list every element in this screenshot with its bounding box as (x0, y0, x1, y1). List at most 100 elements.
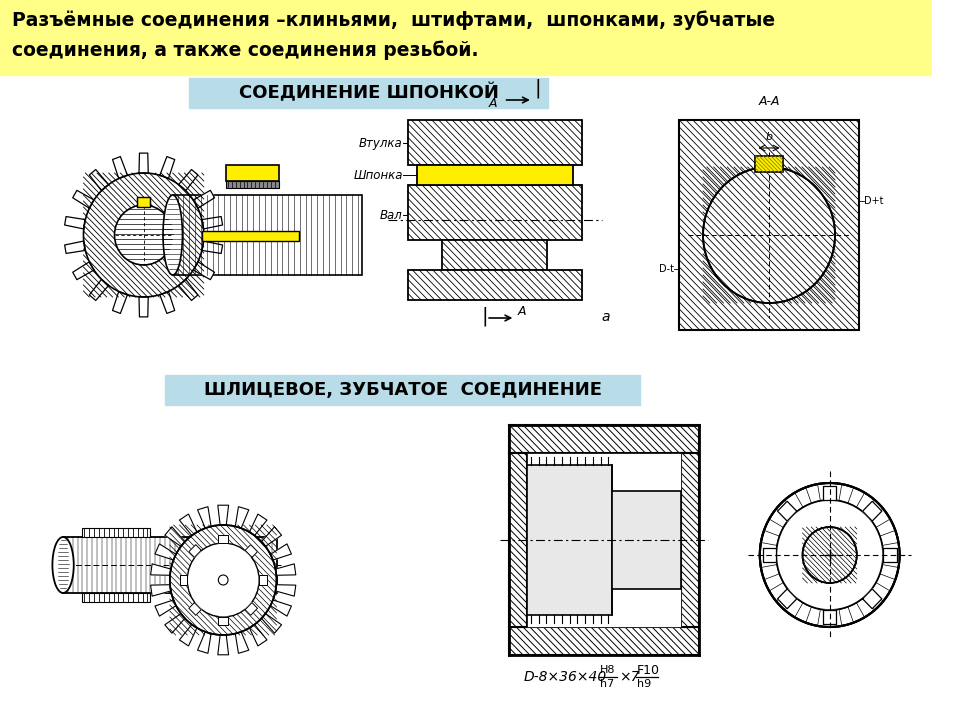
Text: ШЛИЦЕВОЕ, ЗУБЧАТОЕ  СОЕДИНЕНИЕ: ШЛИЦЕВОЕ, ЗУБЧАТОЕ СОЕДИНЕНИЕ (204, 381, 602, 399)
Polygon shape (64, 217, 85, 229)
Bar (682, 453, 699, 627)
Polygon shape (202, 217, 223, 229)
Polygon shape (863, 589, 882, 608)
Bar (680, 120, 859, 330)
Circle shape (759, 483, 900, 627)
Bar (443, 240, 547, 270)
Bar (510, 425, 699, 453)
Polygon shape (159, 292, 175, 313)
Polygon shape (235, 632, 249, 653)
Bar (408, 120, 582, 165)
Text: b: b (765, 132, 773, 142)
Text: h9: h9 (636, 679, 651, 689)
Polygon shape (218, 535, 228, 543)
Circle shape (218, 575, 228, 585)
Polygon shape (883, 548, 897, 562)
Text: Шпонка: Шпонка (353, 168, 402, 181)
Bar (83, 528, 151, 537)
Polygon shape (89, 279, 108, 300)
Polygon shape (198, 507, 211, 528)
Circle shape (170, 525, 276, 635)
Bar (165, 375, 640, 405)
Polygon shape (863, 501, 882, 521)
Polygon shape (271, 600, 292, 616)
Text: ×7: ×7 (619, 670, 639, 684)
Polygon shape (778, 501, 797, 521)
Polygon shape (250, 514, 267, 536)
Polygon shape (193, 190, 214, 208)
Circle shape (703, 167, 835, 303)
Polygon shape (250, 624, 267, 646)
Bar (137, 197, 151, 207)
Text: Втулка: Втулка (359, 137, 402, 150)
Polygon shape (73, 262, 94, 279)
Polygon shape (189, 544, 202, 557)
Polygon shape (64, 241, 85, 253)
Bar (83, 593, 151, 602)
Polygon shape (823, 486, 836, 500)
Polygon shape (778, 589, 797, 608)
Text: СОЕДИНЕНИЕ ШПОНКОЙ: СОЕДИНЕНИЕ ШПОНКОЙ (239, 84, 498, 103)
Polygon shape (276, 564, 296, 575)
Bar (408, 270, 582, 300)
Polygon shape (198, 632, 211, 653)
Polygon shape (112, 156, 128, 179)
Polygon shape (89, 169, 108, 191)
Text: F10: F10 (636, 664, 660, 677)
Text: Вал: Вал (380, 209, 402, 222)
Text: соединения, а также соединения резьбой.: соединения, а также соединения резьбой. (12, 40, 478, 60)
Text: |: | (535, 78, 541, 97)
Polygon shape (180, 514, 197, 536)
Polygon shape (245, 603, 257, 616)
Bar (408, 185, 582, 240)
Bar (227, 165, 279, 181)
Circle shape (803, 527, 857, 583)
Polygon shape (218, 617, 228, 625)
Text: A: A (517, 305, 526, 318)
Polygon shape (165, 527, 185, 546)
Polygon shape (112, 292, 128, 313)
Polygon shape (245, 544, 257, 557)
Text: D-8×36×40: D-8×36×40 (524, 670, 608, 684)
Circle shape (777, 500, 883, 610)
Bar (173, 195, 362, 275)
Polygon shape (202, 241, 223, 253)
Circle shape (187, 543, 259, 617)
Polygon shape (180, 624, 197, 646)
Polygon shape (218, 635, 228, 654)
Polygon shape (73, 190, 94, 208)
Text: Разъёмные соединения –клиньями,  штифтами,  шпонками, зубчатые: Разъёмные соединения –клиньями, штифтами… (12, 10, 775, 30)
Polygon shape (155, 544, 176, 560)
Polygon shape (155, 600, 176, 616)
Text: |: | (481, 306, 488, 325)
Polygon shape (179, 169, 198, 191)
Bar (227, 181, 279, 188)
Bar (527, 453, 682, 627)
Polygon shape (165, 613, 185, 633)
Circle shape (114, 205, 173, 265)
Polygon shape (139, 297, 148, 317)
Bar (202, 231, 299, 241)
Polygon shape (159, 156, 175, 179)
Polygon shape (261, 613, 281, 633)
Polygon shape (271, 544, 292, 560)
Bar (510, 453, 527, 627)
Polygon shape (261, 527, 281, 546)
Bar (756, 156, 782, 172)
Polygon shape (193, 262, 214, 279)
Bar (189, 78, 548, 108)
Text: A: A (489, 97, 497, 110)
Text: a: a (602, 310, 611, 324)
Polygon shape (151, 564, 171, 575)
Text: D-t: D-t (660, 264, 675, 274)
Bar (63, 537, 276, 593)
Bar (612, 491, 682, 589)
Text: A-A: A-A (758, 95, 780, 108)
Polygon shape (276, 585, 296, 596)
Ellipse shape (163, 195, 182, 275)
Polygon shape (139, 153, 148, 174)
Polygon shape (763, 548, 777, 562)
Bar (0, 0, 931, 75)
Polygon shape (259, 575, 267, 585)
Text: H8: H8 (600, 665, 615, 675)
